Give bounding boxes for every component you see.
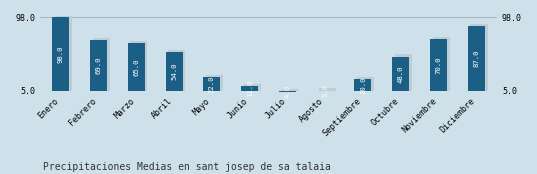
Text: 11.0: 11.0	[246, 80, 252, 97]
Bar	[241, 86, 258, 91]
Bar	[128, 43, 145, 91]
Bar	[392, 57, 409, 91]
Text: 87.0: 87.0	[473, 50, 480, 67]
Text: 22.0: 22.0	[209, 75, 215, 93]
Bar	[206, 75, 223, 91]
Bar	[168, 50, 185, 91]
Text: 48.0: 48.0	[398, 65, 404, 82]
Bar	[92, 38, 110, 91]
Text: 98.0: 98.0	[57, 45, 64, 63]
Text: Precipitaciones Medias en sant josep de sa talaia: Precipitaciones Medias en sant josep de …	[43, 162, 331, 172]
Text: 4.0: 4.0	[285, 85, 291, 98]
Bar	[430, 39, 447, 91]
Bar	[470, 24, 488, 91]
Bar	[468, 26, 485, 91]
Bar	[357, 77, 374, 91]
Bar	[52, 17, 69, 91]
Bar	[279, 91, 296, 92]
Text: 20.0: 20.0	[360, 76, 366, 94]
Bar	[281, 89, 299, 91]
Text: 69.0: 69.0	[96, 57, 101, 74]
Bar	[433, 37, 449, 91]
Text: 65.0: 65.0	[133, 58, 139, 76]
Bar	[244, 84, 261, 91]
Bar	[204, 77, 220, 91]
Bar	[165, 52, 183, 91]
Text: 70.0: 70.0	[436, 56, 441, 74]
Bar	[395, 54, 412, 91]
Bar	[130, 41, 147, 91]
Bar	[55, 15, 72, 91]
Bar	[320, 88, 336, 91]
Bar	[90, 40, 107, 91]
Text: 5.0: 5.0	[322, 84, 328, 97]
Bar	[354, 79, 372, 91]
Text: 54.0: 54.0	[171, 63, 177, 80]
